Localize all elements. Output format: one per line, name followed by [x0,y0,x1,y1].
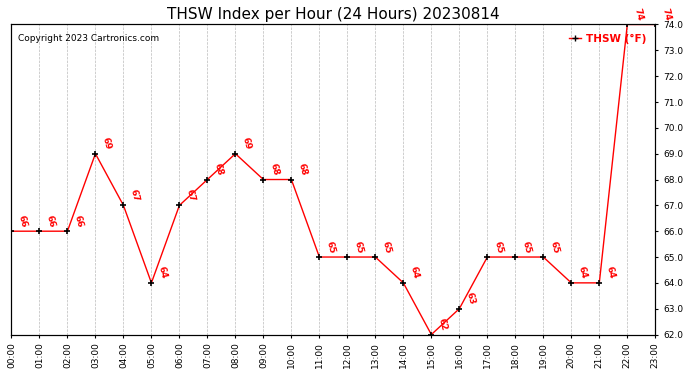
Text: 63: 63 [465,291,477,306]
Text: 66: 66 [45,214,57,228]
Text: 68: 68 [297,162,309,177]
Text: 69: 69 [101,136,113,151]
Text: 64: 64 [605,266,617,280]
Text: 64: 64 [577,266,589,280]
Text: Copyright 2023 Cartronics.com: Copyright 2023 Cartronics.com [18,34,159,43]
Text: 65: 65 [353,240,365,254]
Text: 64: 64 [409,266,421,280]
Text: 68: 68 [269,162,281,177]
Text: 74: 74 [661,7,673,22]
Text: 69: 69 [241,136,253,151]
Text: 65: 65 [521,240,533,254]
Text: 66: 66 [73,214,85,228]
Text: 66: 66 [17,214,29,228]
Text: 62: 62 [437,317,448,332]
Text: 64: 64 [157,266,169,280]
Text: 68: 68 [213,162,225,177]
Text: 65: 65 [549,240,561,254]
Text: 74: 74 [633,7,645,22]
Text: 65: 65 [325,240,337,254]
Text: 65: 65 [493,240,505,254]
Text: 67: 67 [129,188,141,202]
Title: THSW Index per Hour (24 Hours) 20230814: THSW Index per Hour (24 Hours) 20230814 [167,7,500,22]
Legend: THSW (°F): THSW (°F) [564,30,650,48]
Text: 65: 65 [381,240,393,254]
Text: 67: 67 [185,188,197,202]
